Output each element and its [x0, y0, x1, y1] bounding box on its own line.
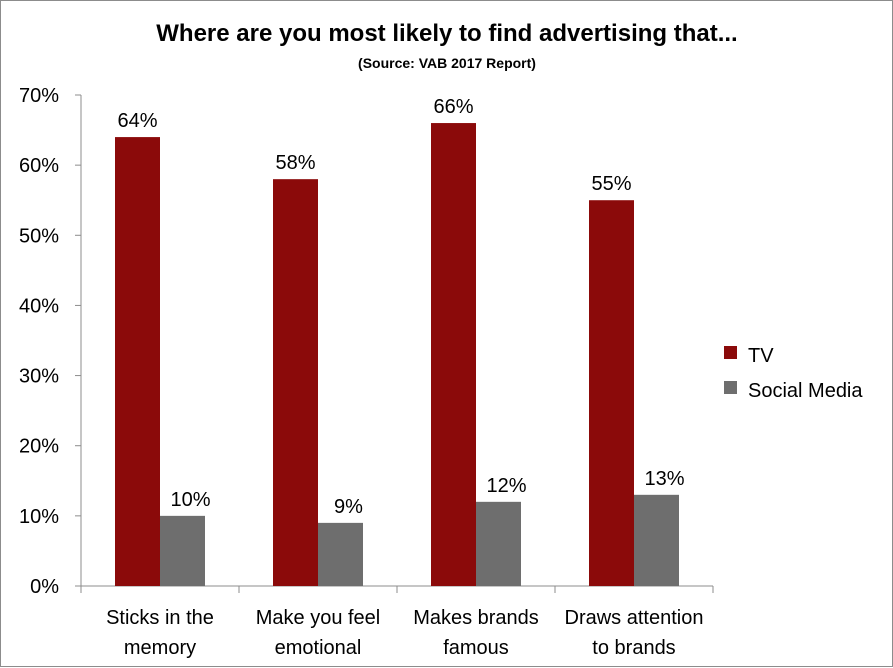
bars: [115, 123, 679, 587]
y-tick-label: 70%: [19, 85, 59, 107]
legend: TV Social Media: [724, 345, 863, 402]
bar-tv: [115, 137, 160, 587]
legend-label-tv: TV: [748, 345, 774, 367]
legend-swatch-social-media: [724, 381, 737, 394]
y-tick-label: 40%: [19, 295, 59, 317]
x-category-label: Make you feel: [256, 607, 381, 629]
x-category-label: Draws attention: [565, 607, 704, 629]
y-tick-label: 30%: [19, 366, 59, 388]
y-tick-label: 0%: [30, 576, 59, 598]
data-label-social-media: 10%: [170, 489, 210, 511]
legend-label-social-media: Social Media: [748, 380, 863, 402]
axes: 0% 10% 20% 30% 40% 50% 60% 70% Sticks in the memo…: [19, 85, 714, 659]
x-category-label: memory: [124, 637, 196, 659]
data-label-social-media: 12%: [486, 475, 526, 497]
y-tick-label: 20%: [19, 436, 59, 458]
bar-tv: [273, 179, 318, 586]
x-category-label: famous: [443, 637, 509, 659]
bar-social-media: [160, 515, 205, 586]
bar-social-media: [476, 501, 521, 586]
data-label-tv: 64%: [117, 110, 157, 132]
x-category-label: to brands: [592, 637, 675, 659]
legend-swatch-tv: [724, 346, 737, 359]
x-category-label: Makes brands: [413, 607, 539, 629]
x-category-label: emotional: [275, 637, 362, 659]
x-category-label: Sticks in the: [106, 607, 214, 629]
y-tick-label: 60%: [19, 155, 59, 177]
bar-tv: [431, 123, 476, 587]
bar-tv: [589, 200, 634, 586]
y-tick-label: 10%: [19, 506, 59, 528]
data-labels: 64% 10% 58% 9% 66% 12% 55% 13%: [117, 96, 684, 518]
data-label-tv: 55%: [591, 173, 631, 195]
data-label-tv: 66%: [433, 96, 473, 118]
bar-social-media: [634, 494, 679, 586]
bar-social-media: [318, 522, 363, 586]
chart-subtitle: (Source: VAB 2017 Report): [358, 55, 536, 71]
data-label-social-media: 13%: [644, 468, 684, 490]
data-label-tv: 58%: [275, 152, 315, 174]
chart-title: Where are you most likely to find advert…: [156, 20, 737, 47]
y-tick-label: 50%: [19, 225, 59, 247]
data-label-social-media: 9%: [334, 496, 363, 518]
